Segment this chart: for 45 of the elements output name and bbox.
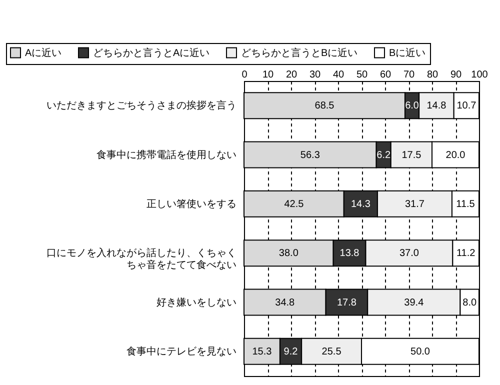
legend-label: Aに近い xyxy=(25,46,62,59)
data-label: 34.8 xyxy=(275,297,296,308)
x-tick-label: 0 xyxy=(242,70,248,80)
data-label: 13.8 xyxy=(340,248,360,260)
data-label: 14.8 xyxy=(426,100,447,112)
legend-label: Bに近い xyxy=(389,46,426,59)
y-tick-label: 食事中に携帯電話を使用しない xyxy=(96,148,236,161)
x-tick-label: 90 xyxy=(450,70,462,80)
data-label: 39.4 xyxy=(404,297,424,308)
data-label: 42.5 xyxy=(284,198,304,210)
data-label: 9.2 xyxy=(284,346,298,358)
x-tick-label: 60 xyxy=(380,70,392,80)
data-label: 17.8 xyxy=(336,297,357,308)
x-tick-label: 50 xyxy=(356,70,368,80)
legend-label: どちらかと言うとAに近い xyxy=(93,46,210,59)
data-label: 14.3 xyxy=(350,198,371,210)
data-label: 6.2 xyxy=(376,150,391,161)
legend-label: どちらかと言うとBに近い xyxy=(241,46,358,59)
x-tick-label: 100 xyxy=(471,70,488,80)
data-label: 8.0 xyxy=(462,297,477,308)
x-tick-label: 80 xyxy=(426,70,438,80)
x-tick-label: 30 xyxy=(309,70,321,80)
x-tick-label: 70 xyxy=(403,70,415,80)
data-label: 17.5 xyxy=(402,150,422,161)
y-tick-label: 好き嫌いをしない xyxy=(156,296,236,308)
data-label: 25.5 xyxy=(322,346,342,358)
y-tick-label: いただきますとごちそうさまの挨拶を言う xyxy=(46,100,236,112)
data-label: 37.0 xyxy=(399,248,420,260)
data-label: 10.7 xyxy=(456,100,477,112)
data-label: 56.3 xyxy=(300,150,320,161)
data-label: 68.5 xyxy=(314,100,335,112)
data-label: 11.5 xyxy=(456,198,476,210)
y-tick-label: 食事中にテレビを見ない xyxy=(126,345,236,358)
data-label: 38.0 xyxy=(278,248,299,260)
y-tick-label: 正しい箸使いをする xyxy=(146,198,236,210)
x-tick-label: 20 xyxy=(286,70,298,80)
x-tick-label: 10 xyxy=(262,70,274,80)
data-label: 20.0 xyxy=(446,150,466,161)
data-label: 50.0 xyxy=(410,346,430,358)
data-label: 15.3 xyxy=(252,346,272,358)
data-label: 31.7 xyxy=(404,198,425,210)
data-label: 6.0 xyxy=(405,100,420,112)
y-tick-label: 口にモノを入れながら話したり、くちゃくちゃ音をたてて食べない xyxy=(46,247,236,272)
data-label: 11.2 xyxy=(456,248,476,260)
x-tick-label: 40 xyxy=(332,70,344,80)
